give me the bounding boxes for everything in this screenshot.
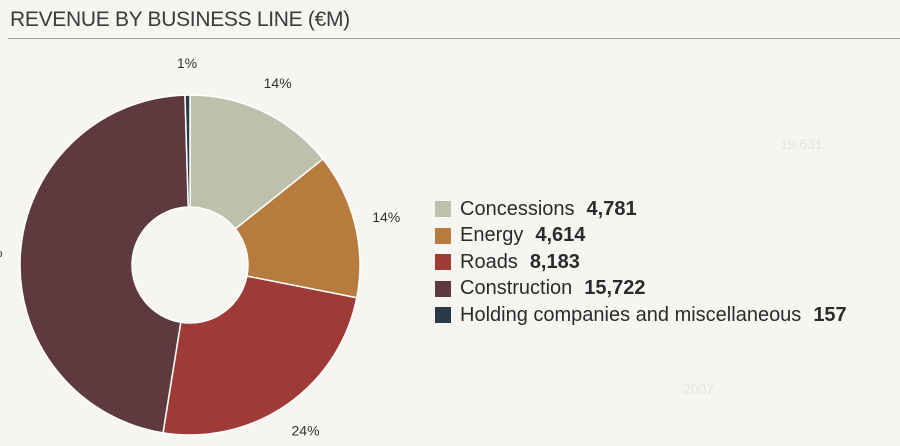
legend-label-construction: Construction: [460, 277, 573, 300]
legend-item-construction: Construction 15,722: [435, 276, 847, 303]
legend-swatch-concessions: [435, 201, 451, 218]
legend-item-holding: Holding companies and miscellaneous 157: [435, 302, 847, 329]
chart-title: REVENUE BY BUSINESS LINE (€M): [10, 8, 350, 31]
legend-value-holding: 157: [813, 303, 847, 326]
legend-item-energy: Energy 4,614: [435, 223, 847, 250]
percent-label-concessions: 14%: [264, 75, 292, 91]
background-ghost-year: 2007: [683, 381, 715, 397]
legend-label-roads: Roads: [460, 250, 518, 273]
legend-swatch-roads: [435, 254, 451, 271]
legend-label-holding: Holding companies and miscellaneous: [460, 303, 802, 326]
legend-swatch-energy: [435, 227, 451, 244]
legend-value-energy: 4,614: [535, 224, 586, 247]
legend-value-roads: 8,183: [529, 250, 580, 273]
legend-label-energy: Energy: [460, 224, 524, 247]
legend-label-concessions: Concessions: [460, 197, 575, 220]
legend-value-concessions: 4,781: [586, 197, 637, 220]
percent-labels: 14% 14% 24% 47% 1%: [0, 55, 400, 439]
legend-swatch-construction: [435, 280, 451, 297]
title-divider: [8, 38, 900, 39]
legend-value-construction: 15,722: [584, 277, 646, 300]
percent-label-holding: 1%: [177, 55, 197, 71]
slice-roads: [162, 275, 358, 436]
legend: Concessions 4,781 Energy 4,614 Roads 8,1…: [435, 196, 847, 329]
legend-swatch-holding: [435, 307, 451, 324]
legend-item-roads: Roads 8,183: [435, 249, 847, 276]
legend-item-concessions: Concessions 4,781: [435, 196, 847, 223]
slice-energy: [234, 157, 361, 299]
percent-label-construction: 47%: [0, 244, 2, 260]
background-ghost-value: 19,631: [780, 136, 823, 152]
percent-label-roads: 24%: [292, 423, 320, 439]
donut-slices: [19, 94, 361, 436]
slice-holding: [184, 94, 191, 208]
slice-concessions: [189, 94, 324, 230]
percent-label-energy: 14%: [372, 209, 400, 225]
slice-construction: [19, 94, 190, 434]
